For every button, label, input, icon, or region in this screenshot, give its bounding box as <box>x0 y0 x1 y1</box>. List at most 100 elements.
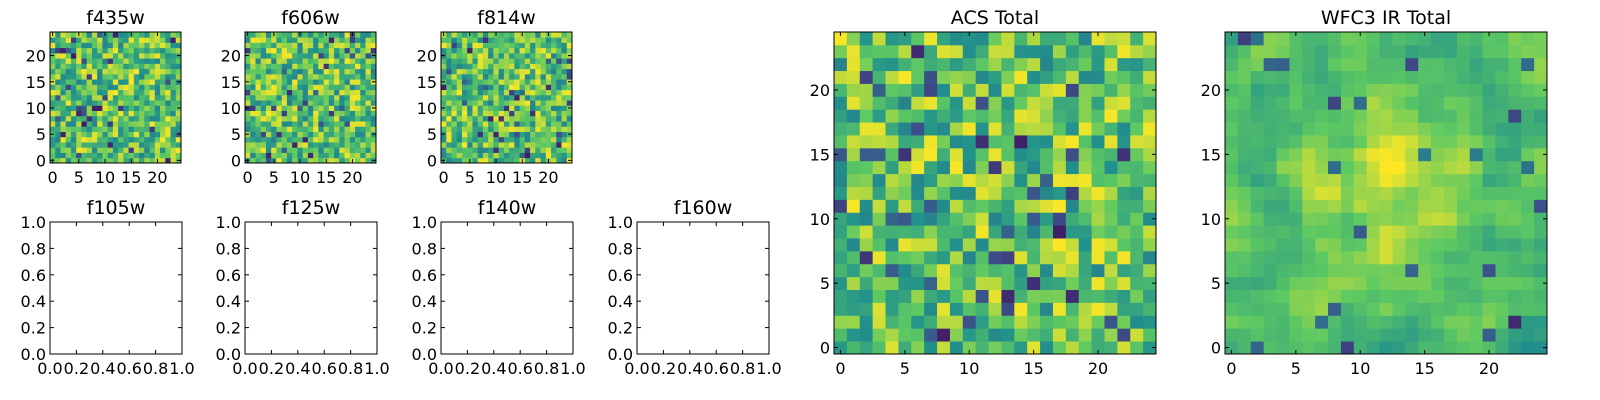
heatmap-cell <box>1225 250 1239 265</box>
heatmap-cell <box>86 115 93 122</box>
heatmap-cell <box>97 73 103 80</box>
heatmap-cell <box>355 136 361 143</box>
heatmap-cell <box>1392 289 1406 303</box>
heatmap-cell <box>355 152 361 159</box>
heatmap-cell <box>365 152 372 159</box>
heatmap-cell <box>50 42 56 49</box>
heatmap-cell <box>885 315 899 329</box>
heatmap-cell <box>60 157 67 164</box>
heatmap-cell <box>1534 96 1548 110</box>
heatmap-cell <box>911 32 925 46</box>
heatmap-cell <box>467 142 473 148</box>
heatmap-cell <box>1001 122 1015 136</box>
heatmap-cell <box>509 110 515 117</box>
heatmap-cell <box>1443 70 1458 84</box>
heatmap-cell <box>872 302 886 316</box>
heatmap-cell <box>1225 160 1239 175</box>
heatmap-cell <box>451 68 458 75</box>
heatmap-cell <box>524 63 531 70</box>
heatmap-cell <box>165 47 171 54</box>
heatmap-cell <box>334 37 340 43</box>
heatmap-cell <box>1117 276 1131 290</box>
heatmap-cell <box>898 225 912 239</box>
heatmap-cell <box>55 79 61 85</box>
heatmap-cell <box>60 100 67 106</box>
heatmap-cell <box>281 142 288 148</box>
heatmap-cell <box>1482 341 1496 355</box>
heatmap-cell <box>1263 147 1277 162</box>
heatmap-cell <box>1065 186 1080 200</box>
heatmap-cell <box>334 32 340 38</box>
heatmap-cell <box>924 315 938 329</box>
heatmap-cell <box>165 32 171 38</box>
x-tick-label: 20 <box>1479 359 1499 378</box>
heatmap-cell <box>55 47 61 54</box>
heatmap-cell <box>60 32 67 38</box>
heatmap-cell <box>530 100 536 106</box>
heatmap-cell <box>307 105 314 111</box>
heatmap-cell <box>133 105 140 111</box>
heatmap-cell <box>1263 250 1277 265</box>
heatmap-cell <box>535 58 541 64</box>
heatmap-cell <box>488 147 494 153</box>
heatmap-cell <box>160 147 166 153</box>
heatmap-cell <box>1521 109 1535 123</box>
heatmap-cell <box>1521 160 1535 175</box>
heatmap-cell <box>456 126 463 132</box>
heatmap-cell <box>355 84 361 91</box>
heatmap-cell <box>1065 70 1080 84</box>
heatmap-cell <box>344 131 351 138</box>
heatmap-cell <box>446 42 452 49</box>
heatmap-cell <box>276 142 283 148</box>
heatmap-cell <box>334 136 340 143</box>
heatmap-cell <box>1117 32 1131 46</box>
heatmap-cell <box>561 100 568 106</box>
heatmap-cell <box>1104 186 1118 200</box>
heatmap-cell <box>467 73 473 80</box>
heatmap-cell <box>1014 250 1028 265</box>
heatmap-cell <box>1315 32 1329 46</box>
heatmap-cell <box>949 109 964 123</box>
heatmap-cell <box>276 52 283 59</box>
heatmap-cell <box>1237 302 1252 316</box>
heatmap-cell <box>81 110 88 117</box>
heatmap-cell <box>112 115 119 122</box>
heatmap-cell <box>1508 289 1522 303</box>
heatmap-cell <box>514 121 520 127</box>
heatmap-cell <box>1130 147 1144 162</box>
heatmap-cell <box>144 115 150 122</box>
heatmap-cell <box>1469 250 1483 265</box>
heatmap-cell <box>276 73 283 80</box>
heatmap-cell <box>1443 160 1458 175</box>
heatmap-cell <box>1340 225 1355 239</box>
heatmap-cell <box>446 142 452 148</box>
heatmap-cell <box>276 89 283 96</box>
heatmap-cell <box>1353 109 1368 123</box>
heatmap-cell <box>133 32 140 38</box>
heatmap-cell <box>535 142 541 148</box>
heatmap-cell <box>949 32 964 46</box>
heatmap-cell <box>339 147 345 153</box>
heatmap-cell <box>1508 225 1522 239</box>
heatmap-cell <box>1443 44 1458 59</box>
heatmap-cell <box>1495 160 1509 175</box>
heatmap-cell <box>488 126 494 132</box>
heatmap-cell <box>1521 341 1535 355</box>
heatmap-cell <box>498 84 505 91</box>
heatmap-cell <box>1001 70 1015 84</box>
heatmap-cell <box>509 126 515 132</box>
heatmap-cell <box>493 47 500 54</box>
heatmap-cell <box>498 63 505 70</box>
heatmap-cell <box>1104 122 1118 136</box>
heatmap-cell <box>461 131 468 138</box>
heatmap-cell <box>323 73 330 80</box>
heatmap-cell <box>1052 199 1067 213</box>
heatmap-cell <box>556 142 562 148</box>
heatmap-cell <box>260 63 267 70</box>
heatmap-cell <box>872 250 886 265</box>
heatmap-cell <box>1534 32 1548 46</box>
heatmap-cell <box>509 52 515 59</box>
heatmap-cell <box>859 341 874 355</box>
heatmap-cell <box>65 126 72 132</box>
heatmap-cell <box>328 121 335 127</box>
